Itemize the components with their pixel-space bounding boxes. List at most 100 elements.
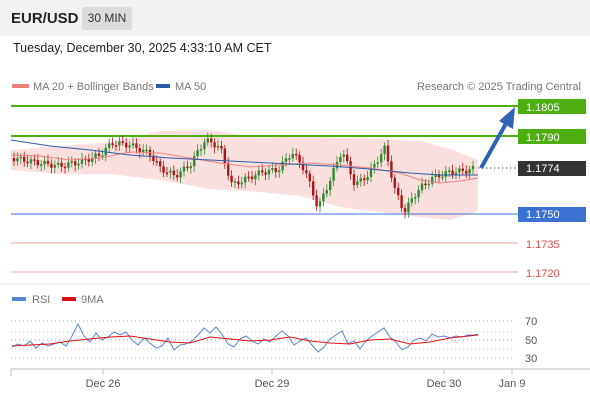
candle-body: [308, 173, 311, 182]
candle-body: [74, 161, 77, 166]
support-1-value: 1.1750: [526, 209, 560, 221]
candle-body: [193, 156, 196, 167]
rsi-tick-70: 70: [525, 316, 537, 328]
candle-body: [233, 181, 237, 183]
forecast-arrow-shaft: [479, 119, 510, 169]
candle-body: [203, 142, 206, 150]
candle-body: [70, 161, 73, 163]
candle-body: [342, 154, 345, 157]
candle-body: [80, 158, 84, 164]
candle-body: [165, 172, 169, 175]
candle-body: [210, 138, 213, 143]
x-label-dec-29: Dec 29: [255, 378, 290, 390]
candle-body: [274, 168, 277, 173]
candle-body: [60, 162, 63, 167]
ma20-legend-label: MA 20 + Bollinger Bands: [33, 81, 154, 93]
rsi-tick-30: 30: [525, 353, 537, 365]
candle-body: [325, 190, 328, 194]
candle-body: [247, 176, 250, 179]
x-label-jan-9: Jan 9: [499, 378, 526, 390]
candle-body: [437, 174, 441, 178]
candle-body: [427, 183, 430, 186]
instrument-symbol: EUR/USD: [11, 10, 79, 27]
candle-body: [216, 145, 220, 148]
candle-body: [420, 183, 424, 191]
resistance-1-tag: [518, 129, 586, 144]
candle-body: [254, 175, 257, 180]
candle-body: [220, 145, 223, 149]
candle-body: [295, 153, 298, 156]
candle-body: [250, 176, 254, 180]
candle-body: [359, 178, 362, 182]
resistance-2-tag: [518, 99, 586, 114]
candle-body: [131, 143, 135, 146]
candle-body: [97, 153, 101, 156]
candle-body: [414, 197, 417, 199]
candle-body: [94, 153, 97, 158]
candle-body: [227, 163, 230, 176]
candle-body: [63, 166, 67, 169]
candle-body: [206, 138, 209, 143]
candle-body: [101, 155, 104, 157]
candle-body: [244, 176, 247, 183]
candle-body: [135, 143, 138, 149]
candle-body: [87, 159, 90, 162]
candle-body: [451, 170, 454, 175]
last-price-value: 1.1774: [526, 163, 560, 175]
candle-body: [23, 156, 26, 162]
candle-body: [376, 162, 379, 164]
candle-body: [329, 180, 332, 191]
candle-body: [352, 174, 356, 185]
ma50-legend-swatch: [156, 84, 170, 88]
candle-body: [390, 161, 393, 178]
candle-body: [159, 161, 162, 167]
candle-body: [46, 160, 50, 164]
resistance-2-value: 1.1805: [526, 102, 560, 114]
candle-body: [332, 168, 335, 181]
candle-body: [271, 168, 274, 170]
candle-body: [36, 160, 39, 166]
candle-body: [50, 163, 53, 168]
ma20-legend-swatch: [12, 84, 29, 88]
candle-body: [182, 166, 186, 172]
copyright-credit: Research © 2025 Trading Central: [417, 81, 581, 93]
candle-body: [53, 164, 56, 168]
candle-body: [407, 202, 410, 213]
candle-body: [261, 170, 264, 173]
candle-body: [186, 166, 189, 169]
candle-body: [380, 154, 383, 163]
candle-body: [240, 182, 243, 185]
top-bar: EUR/USD 30 MIN: [0, 0, 590, 36]
candle-body: [315, 195, 318, 207]
candle-body: [16, 158, 19, 162]
candle-body: [312, 181, 315, 196]
candle-body: [386, 145, 390, 162]
candle-body: [169, 170, 172, 173]
candle-body: [19, 156, 22, 159]
candle-body: [339, 156, 342, 163]
candle-body: [145, 149, 148, 152]
candle-body: [397, 187, 400, 196]
rsi-ma-line: [11, 334, 479, 347]
candle-body: [431, 177, 434, 184]
forecast-arrow-head: [499, 107, 515, 129]
candle-body: [322, 193, 325, 202]
rsi-legend-swatch: [12, 297, 26, 301]
candle-body: [291, 153, 294, 159]
candle-body: [458, 168, 461, 173]
candle-body: [138, 148, 141, 153]
rsi-ma-legend-label: 9MA: [81, 294, 104, 306]
candle-body: [278, 170, 281, 173]
candle-body: [454, 172, 458, 175]
candle-body: [373, 163, 376, 168]
candle-body: [12, 158, 16, 162]
x-label-dec-26: Dec 26: [86, 378, 121, 390]
x-label-dec-30: Dec 30: [427, 378, 462, 390]
timeframe-button[interactable]: 30 MIN: [82, 7, 132, 30]
candle-body: [288, 158, 291, 160]
candle-body: [223, 148, 226, 164]
candle-body: [196, 150, 199, 157]
candle-body: [111, 143, 114, 146]
candle-body: [346, 154, 349, 162]
candle-body: [118, 141, 121, 146]
